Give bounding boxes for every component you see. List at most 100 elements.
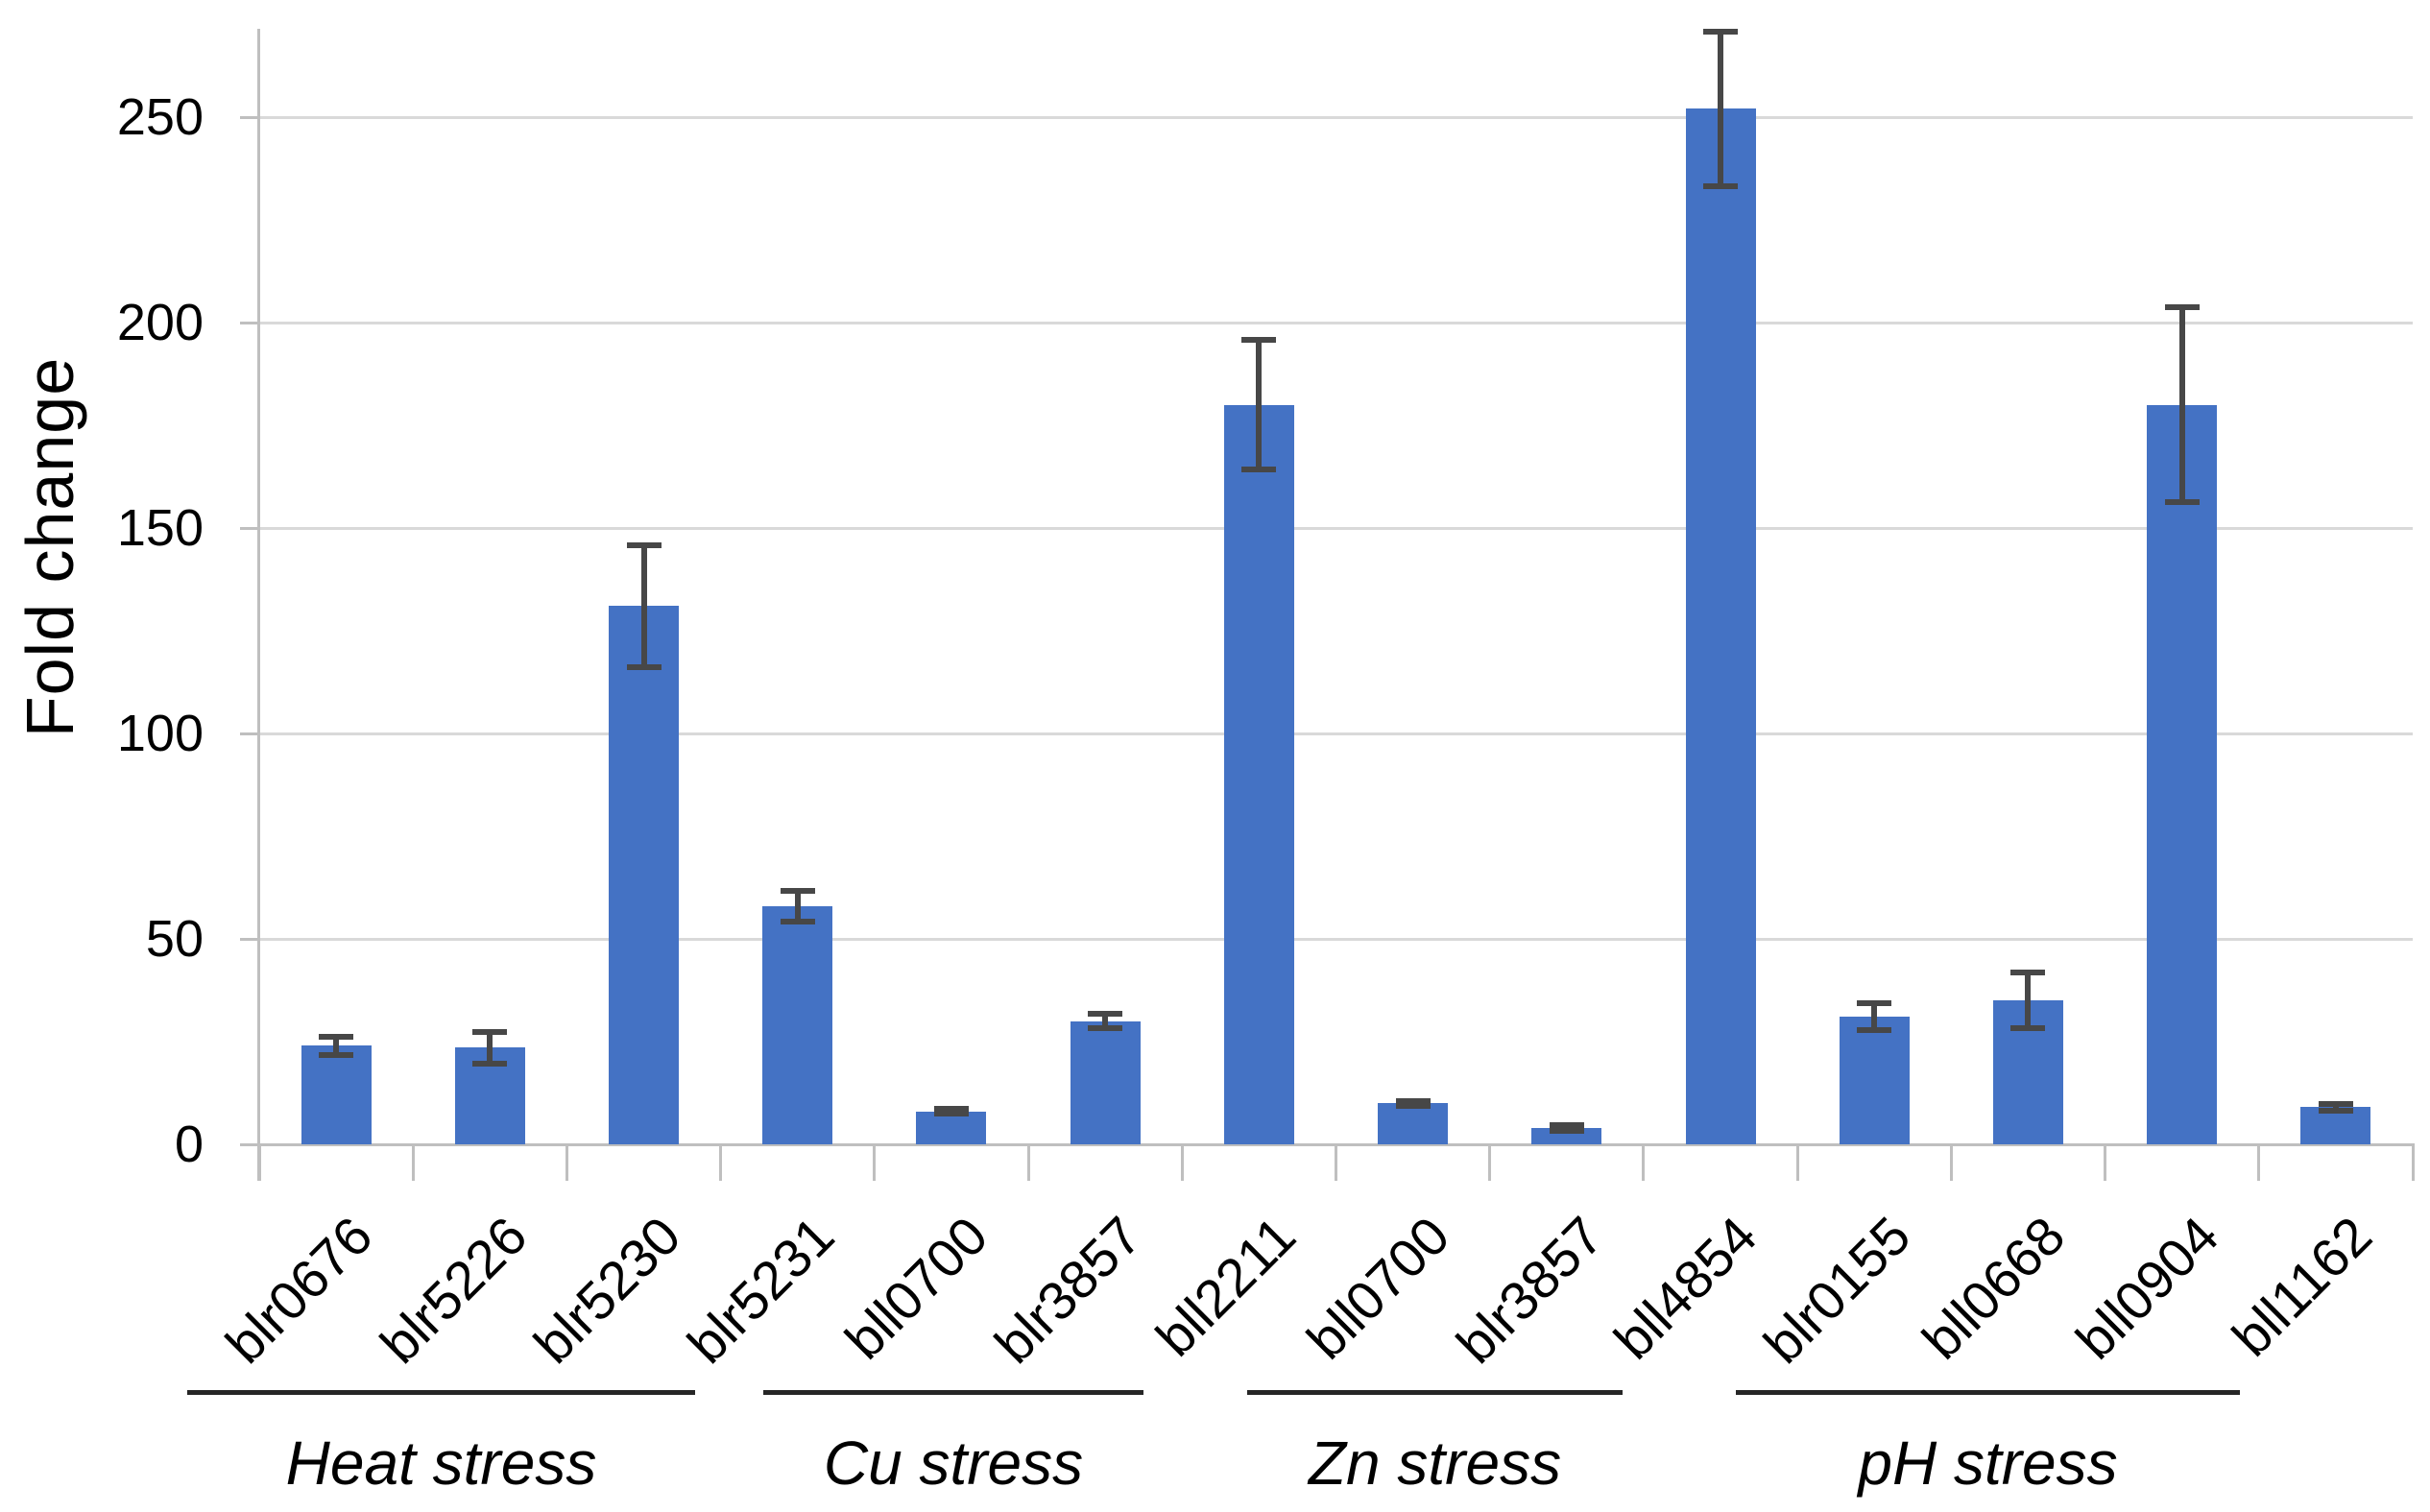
error-cap-bottom-blr5230 bbox=[626, 663, 662, 670]
bar-blr5231 bbox=[762, 905, 833, 1144]
x-label-blr0676: blr0676 bbox=[214, 1205, 384, 1375]
error-cap-bottom-bll0700 bbox=[933, 1111, 969, 1117]
error-cap-top-blr5226 bbox=[472, 1029, 508, 1036]
error-cap-bottom-blr0155 bbox=[1857, 1027, 1892, 1034]
error-bar-blr3857 bbox=[1102, 1013, 1109, 1030]
y-tick-label-100: 100 bbox=[116, 705, 204, 762]
gridline-200 bbox=[259, 321, 2413, 324]
y-tick-label-50: 50 bbox=[145, 910, 204, 968]
group-underline-2 bbox=[1247, 1390, 1623, 1395]
x-axis-tick bbox=[2411, 1144, 2415, 1181]
error-cap-top-blr5231 bbox=[780, 887, 815, 894]
error-bar-blr3857 bbox=[1563, 1123, 1570, 1133]
x-axis-tick bbox=[411, 1144, 415, 1181]
x-label-bll1162: bll1162 bbox=[2221, 1205, 2384, 1368]
y-axis-tick-200 bbox=[240, 321, 259, 324]
error-cap-bottom-bll4854 bbox=[1703, 182, 1739, 189]
error-cap-top-blr0676 bbox=[319, 1033, 354, 1040]
x-label-blr3857: blr3857 bbox=[983, 1205, 1153, 1375]
x-axis-tick bbox=[1488, 1144, 1492, 1181]
group-label-3: pH stress bbox=[1858, 1428, 2118, 1498]
error-cap-top-bll0668 bbox=[2010, 970, 2046, 976]
error-bar-blr0155 bbox=[1871, 1002, 1878, 1032]
x-label-bll0700: bll0700 bbox=[1295, 1205, 1461, 1371]
error-cap-bottom-bll0904 bbox=[2164, 499, 2200, 506]
error-cap-bottom-bll1162 bbox=[2318, 1107, 2353, 1114]
x-label-bll4854: bll4854 bbox=[1602, 1205, 1768, 1371]
y-axis-tick-100 bbox=[240, 732, 259, 735]
error-cap-bottom-blr5231 bbox=[780, 918, 815, 924]
error-bar-bll0904 bbox=[2178, 305, 2185, 504]
x-axis-tick bbox=[2257, 1144, 2261, 1181]
x-axis-tick bbox=[873, 1144, 877, 1181]
y-axis-tick-150 bbox=[240, 526, 259, 530]
y-axis-tick-250 bbox=[240, 115, 259, 119]
x-label-blr3857: blr3857 bbox=[1444, 1205, 1615, 1375]
bar-blr0155 bbox=[1839, 1017, 1910, 1144]
bar-bll4854 bbox=[1685, 108, 1756, 1144]
y-tick-label-200: 200 bbox=[116, 294, 204, 351]
x-label-bll0668: bll0668 bbox=[1910, 1205, 2077, 1371]
error-bar-blr0676 bbox=[333, 1035, 340, 1056]
error-cap-bottom-blr5226 bbox=[472, 1060, 508, 1067]
bar-bll2211 bbox=[1223, 404, 1294, 1144]
error-cap-bottom-bll0668 bbox=[2010, 1025, 2046, 1032]
error-cap-top-blr5230 bbox=[626, 542, 662, 549]
group-label-1: Cu stress bbox=[823, 1428, 1084, 1498]
error-bar-bll1162 bbox=[2332, 1103, 2339, 1112]
x-label-bll0904: bll0904 bbox=[2064, 1205, 2230, 1371]
y-tick-label-0: 0 bbox=[174, 1116, 204, 1173]
bar-blr3857 bbox=[1531, 1127, 1602, 1144]
x-label-blr5230: blr5230 bbox=[521, 1205, 692, 1375]
error-cap-bottom-blr3857 bbox=[1549, 1128, 1584, 1135]
error-bar-blr5230 bbox=[640, 544, 647, 668]
gridline-150 bbox=[259, 526, 2413, 530]
x-axis-tick bbox=[565, 1144, 568, 1181]
x-label-blr0155: blr0155 bbox=[1752, 1205, 1922, 1375]
x-axis-tick bbox=[1949, 1144, 1953, 1181]
error-cap-top-blr3857 bbox=[1549, 1121, 1584, 1128]
error-cap-top-bll4854 bbox=[1703, 29, 1739, 36]
y-axis-tick-50 bbox=[240, 937, 259, 941]
error-cap-top-blr0155 bbox=[1857, 1000, 1892, 1007]
x-axis-tick bbox=[1180, 1144, 1184, 1181]
group-label-2: Zn stress bbox=[1308, 1428, 1562, 1498]
error-cap-bottom-bll2211 bbox=[1241, 467, 1277, 473]
error-cap-bottom-blr0676 bbox=[319, 1051, 354, 1058]
bar-bll0904 bbox=[2147, 404, 2218, 1144]
x-axis-line bbox=[240, 1143, 2415, 1146]
x-label-blr5226: blr5226 bbox=[368, 1205, 539, 1375]
bar-bll1162 bbox=[2300, 1107, 2371, 1144]
x-axis-tick bbox=[257, 1144, 261, 1181]
error-cap-top-bll0700 bbox=[933, 1106, 969, 1113]
x-label-bll0700: bll0700 bbox=[833, 1205, 999, 1371]
x-axis-tick bbox=[1335, 1144, 1337, 1181]
gridline-250 bbox=[259, 115, 2413, 119]
error-bar-bll4854 bbox=[1718, 31, 1724, 187]
bar-blr3857 bbox=[1070, 1020, 1141, 1144]
error-bar-bll2211 bbox=[1256, 339, 1263, 471]
x-axis-tick bbox=[719, 1144, 723, 1181]
bar-bll0700 bbox=[916, 1111, 987, 1144]
y-axis-line bbox=[257, 29, 260, 1181]
error-cap-top-bll2211 bbox=[1241, 337, 1277, 344]
gridline-100 bbox=[259, 732, 2413, 735]
x-axis-tick bbox=[1795, 1144, 1799, 1181]
error-cap-top-bll0904 bbox=[2164, 303, 2200, 310]
error-bar-blr5226 bbox=[487, 1031, 493, 1065]
group-underline-1 bbox=[763, 1390, 1143, 1395]
x-axis-tick bbox=[1642, 1144, 1646, 1181]
error-cap-bottom-blr3857 bbox=[1088, 1025, 1123, 1032]
bar-blr0676 bbox=[301, 1045, 372, 1144]
bar-bll0700 bbox=[1378, 1103, 1449, 1144]
error-bar-bll0668 bbox=[2025, 972, 2032, 1030]
bar-blr5230 bbox=[609, 606, 680, 1144]
x-axis-tick bbox=[1026, 1144, 1030, 1181]
x-label-blr5231: blr5231 bbox=[675, 1205, 846, 1375]
group-underline-0 bbox=[187, 1390, 695, 1395]
error-cap-top-bll0700 bbox=[1395, 1097, 1431, 1104]
error-cap-top-bll1162 bbox=[2318, 1101, 2353, 1108]
error-cap-top-blr3857 bbox=[1088, 1011, 1123, 1018]
x-label-bll2211: bll2211 bbox=[1143, 1205, 1308, 1368]
